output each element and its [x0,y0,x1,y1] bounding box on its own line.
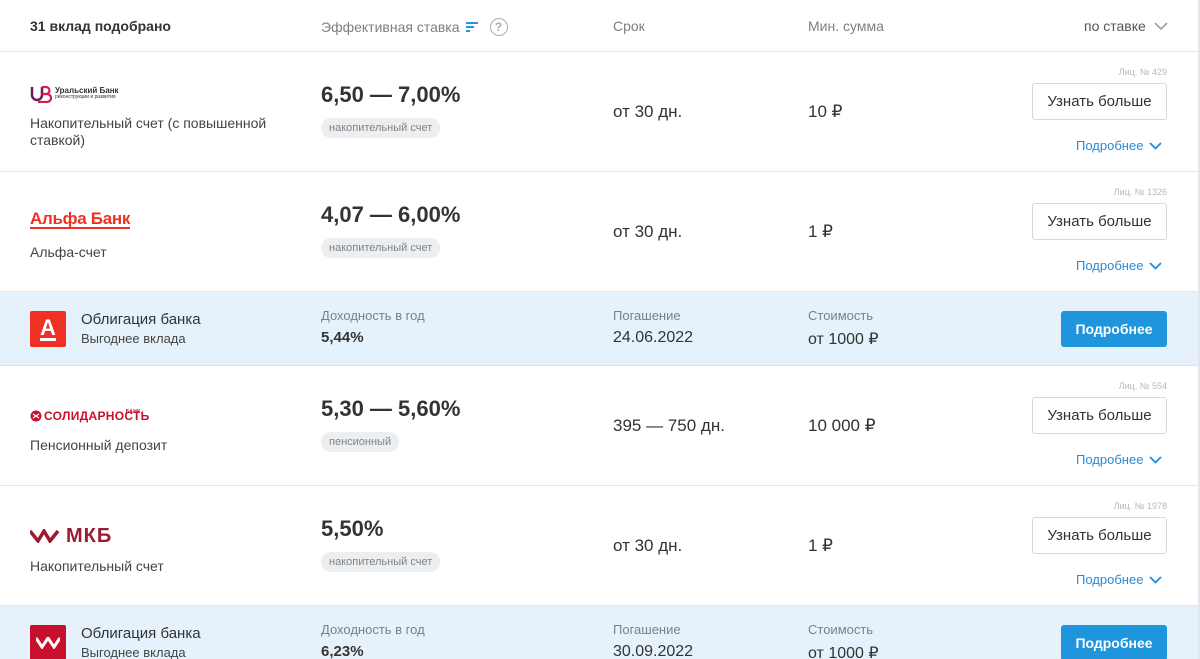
rate-value: 5,50% [321,516,384,541]
cost-value: от 1000 ₽ [808,331,879,348]
rate-value: 6,50 — 7,00% [321,82,461,107]
cost-label: Стоимость [808,622,874,637]
product-name: Пенсионный депозит [30,437,168,453]
bond-promo-row: А Облигация банка Выгоднее вклада Доходн… [0,292,1198,366]
solidarnost-logo-mark-icon [30,410,42,422]
promo-title: Облигация банка [81,625,201,642]
details-link-label: Подробнее [1076,452,1144,467]
yield-value: 5,44% [321,329,364,346]
page-right-border [1198,0,1200,659]
help-icon[interactable]: ? [489,18,508,36]
bank-name: Уральский Банк [55,86,119,95]
product-name: Накопительный счет (с повышенной ставкой… [30,115,267,148]
mkb-logo-mark-icon [30,529,60,543]
bank-subname: реконструкции и развития [55,94,116,100]
term-value: от 30 дн. [613,102,683,121]
term-column-header: Срок [613,18,645,34]
term-value: от 30 дн. [613,222,683,241]
min-sum-value: 10 ₽ [808,102,843,121]
details-link-label: Подробнее [1076,258,1144,273]
promo-subtitle: Выгоднее вклада [81,645,186,659]
sort-lines-icon[interactable] [465,22,478,32]
rate-column-label: Эффективная ставка [321,19,460,35]
maturity-value: 30.09.2022 [613,643,694,659]
deposit-row: Альфа Банк Альфа-счет 4,07 — 6,00% накоп… [0,172,1198,292]
details-link-label: Подробнее [1076,572,1144,587]
product-tag: пенсионный [321,432,400,452]
bank-name: МКБ [66,524,113,547]
license-number: Лиц. № 1326 [1113,187,1167,197]
sort-dropdown-label: по ставке [1084,18,1146,34]
min-sum-value: 1 ₽ [808,536,833,555]
details-link[interactable]: Подробнее [1076,138,1163,153]
promo-details-button[interactable]: Подробнее [1061,311,1167,347]
deposit-row: Солидарность БАНК Пенсионный депозит 5,3… [0,366,1198,486]
product-tag: накопительный счет [321,238,441,258]
chevron-down-icon [1149,455,1163,464]
details-link[interactable]: Подробнее [1076,452,1163,467]
cost-value: от 1000 ₽ [808,645,879,659]
learn-more-button[interactable]: Узнать больше [1032,397,1167,434]
chevron-down-icon [1149,575,1163,584]
license-number: Лиц. № 554 [1118,381,1167,391]
chevron-down-icon [1149,261,1163,270]
product-tag: накопительный счет [321,552,441,572]
learn-more-button[interactable]: Узнать больше [1032,517,1167,554]
rate-value: 4,07 — 6,00% [321,202,461,227]
maturity-label: Погашение [613,308,681,323]
alfa-logo-letter: А [40,314,56,341]
deposit-row: Уральский Банк реконструкции и развития Н… [0,52,1198,172]
sort-dropdown[interactable]: по ставке [1084,18,1168,34]
term-value: 395 — 750 дн. [613,416,725,435]
product-name: Накопительный счет [30,558,164,574]
alfa-logo-icon: А [30,311,66,347]
product-name: Альфа-счет [30,244,107,260]
bank-name: Солидарность [44,409,150,423]
promo-subtitle: Выгоднее вклада [81,331,186,346]
maturity-value: 24.06.2022 [613,329,694,346]
maturity-label: Погашение [613,622,681,637]
cost-label: Стоимость [808,308,874,323]
ub-logo-mark-icon [30,85,52,103]
bank-name: Альфа Банк [30,208,131,229]
bank-logo: Солидарность БАНК [30,404,149,428]
mkb-logo-mark-icon [36,637,60,649]
license-number: Лиц. № 1978 [1113,501,1167,511]
rate-value: 5,30 — 5,60% [321,396,461,421]
mkb-logo-icon [30,625,66,659]
details-link-label: Подробнее [1076,138,1144,153]
results-count: 31 вклад подобрано [30,18,171,34]
deposit-row: МКБ Накопительный счет 5,50% накопительн… [0,486,1198,606]
rate-column-header[interactable]: Эффективная ставка ? [321,18,508,36]
min-sum-column-header: Мин. сумма [808,18,884,34]
product-tag: накопительный счет [321,118,441,138]
details-link[interactable]: Подробнее [1076,258,1163,273]
learn-more-button[interactable]: Узнать больше [1032,203,1167,240]
term-value: от 30 дн. [613,536,683,555]
bank-small-label: БАНК [125,409,141,415]
chevron-down-icon [1149,141,1163,150]
learn-more-button[interactable]: Узнать больше [1032,83,1167,120]
bank-logo: МКБ [30,524,112,548]
license-number: Лиц. № 429 [1118,67,1167,77]
bond-promo-row: Облигация банка Выгоднее вклада Доходнос… [0,606,1198,659]
details-link[interactable]: Подробнее [1076,572,1163,587]
promo-title: Облигация банка [81,311,201,328]
bank-logo: Уральский Банк реконструкции и развития [30,82,119,106]
bank-logo: Альфа Банк [30,207,130,231]
yield-label: Доходность в год [321,622,425,637]
results-header: 31 вклад подобрано Эффективная ставка ? … [0,0,1200,52]
min-sum-value: 1 ₽ [808,222,833,241]
yield-value: 6,23% [321,643,364,659]
promo-details-button[interactable]: Подробнее [1061,625,1167,659]
chevron-down-icon [1154,22,1168,30]
min-sum-value: 10 000 ₽ [808,416,876,435]
yield-label: Доходность в год [321,308,425,323]
